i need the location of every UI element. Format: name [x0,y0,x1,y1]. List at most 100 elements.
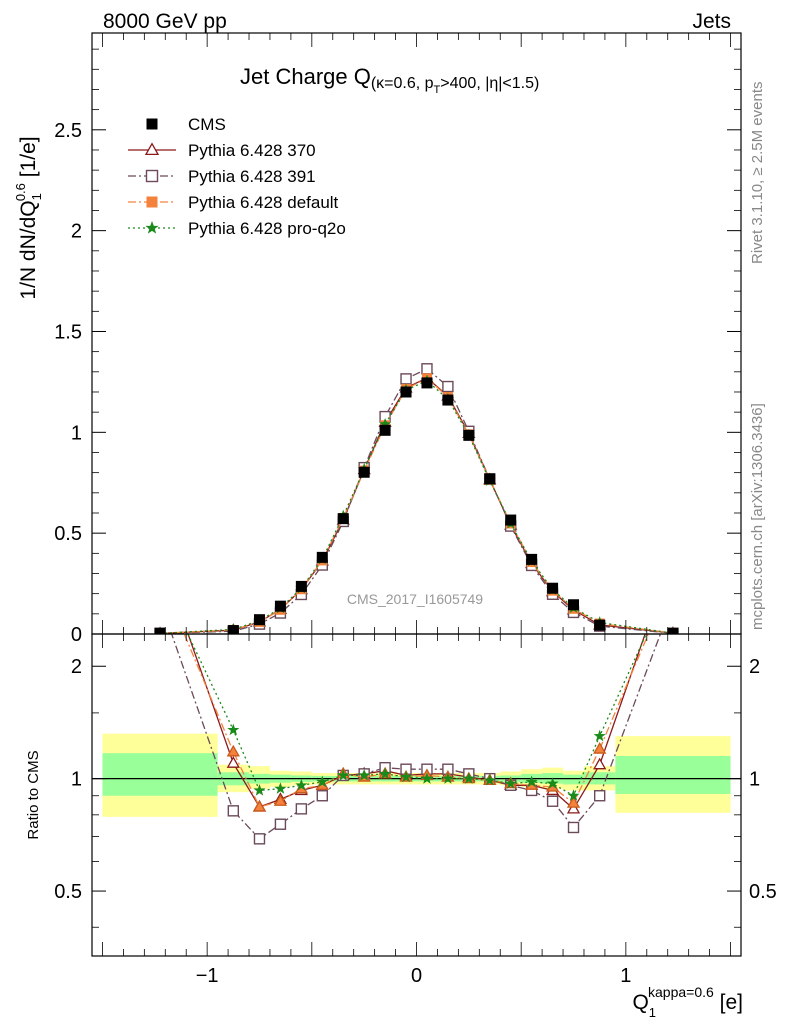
ratio-series-pythia-6-428-pro-q2o [187,634,648,801]
data-point [420,772,434,784]
data-point [253,833,266,845]
data-point [593,757,607,770]
data-point [253,614,265,626]
data-point [316,775,329,788]
data-point [593,729,606,742]
data-point [295,803,308,815]
data-point [505,514,517,526]
ratio-y-tick-label: 2 [71,656,82,678]
data-point [442,380,454,393]
data-point [567,821,580,834]
data-point [337,513,349,525]
data-point [295,580,307,592]
main-y-tick-label: 1.5 [54,321,82,343]
data-point [273,794,288,806]
data-point [484,473,496,485]
data-point [593,790,606,802]
data-point [358,466,370,478]
legend-item: CMS [146,115,226,134]
legend-marker [145,221,159,234]
data-point [316,790,328,802]
main-y-tick-label: 2 [71,221,82,243]
legend-marker [145,169,159,183]
legend-marker [144,142,160,156]
data-point [546,777,559,789]
data-point [421,377,433,389]
main-y-tick-label: 0.5 [54,523,82,545]
main-y-tick-label: 0 [71,624,82,646]
data-point [253,783,266,796]
main-y-tick-label: 2.5 [54,120,82,142]
data-point [227,625,239,634]
data-point [566,801,581,814]
data-point [274,782,287,794]
data-point [421,363,433,375]
main-panel: 0 0.5 1 1.5 2 2.5 Jet Charge Q(κ=0.6, pT>400,… [13,32,742,646]
main-title: Jet Charge Q(κ=0.6, pT>400, |η|<1.5) [240,64,539,96]
ratio-y-tick-label-right: 1 [749,769,760,791]
data-point [316,551,328,563]
data-point [442,394,454,406]
data-point [504,777,517,789]
data-point [274,818,287,830]
ratio-y-tick-label-right: 2 [749,656,760,678]
ratio-y-tick-label-right: 0.5 [749,881,777,903]
data-point [226,756,240,768]
data-point [667,627,679,634]
legend-item: Pythia 6.428 370 [128,141,316,160]
data-point [400,373,412,385]
legend-label: Pythia 6.428 pro-q2o [188,219,346,238]
data-point [399,770,413,783]
data-point [227,805,240,817]
legend-label: Pythia 6.428 default [188,193,339,212]
main-y-axis-label: 1/N dN/dQ10.6 [1/e] [13,136,44,299]
ratio-band-inner [563,774,584,785]
data-point [295,778,308,791]
ratio-y-tick-label: 0.5 [54,881,82,903]
data-point [525,775,538,788]
data-point [568,599,580,611]
data-point [594,619,606,631]
legend-item: Pythia 6.428 default [128,193,339,212]
data-point [567,789,580,801]
main-series-cms [154,377,679,634]
data-point [483,773,496,786]
ratio-band-inner [615,755,731,794]
data-point [441,772,454,784]
x-tick-label: −1 [196,965,219,987]
data-point [463,429,475,441]
legend-item: Pythia 6.428 pro-q2o [128,219,346,238]
legend-label: Pythia 6.428 370 [188,141,316,160]
data-point [462,772,475,784]
data-point [154,627,166,634]
data-point [566,796,581,808]
data-point [227,723,240,736]
data-point [547,582,559,594]
data-point [400,386,412,398]
data-point [379,767,392,780]
rivet-label: Rivet 3.1.10, ≥ 2.5M events [749,82,766,265]
data-point [337,768,350,781]
x-tick-label: 0 [411,965,422,987]
legend: CMS Pythia 6.428 370 Pythia 6.428 391 Pythi… [128,115,346,238]
data-point [379,424,391,436]
data-point [546,795,559,807]
ratio-y-tick-label: 1 [71,769,82,791]
data-point [252,799,267,812]
legend-label: CMS [188,115,226,134]
ratio-band-inner [102,753,218,796]
data-point [274,600,286,612]
legend-item: Pythia 6.428 391 [128,167,316,186]
collision-label: 8000 GeV pp [103,10,227,33]
legend-marker [146,118,158,130]
data-point [226,744,240,757]
mcplots-label: mcplots.cern.ch [arXiv:1306.3436] [749,403,766,630]
main-y-tick-label: 1 [71,422,82,444]
analysis-watermark: CMS_2017_I1605749 [347,591,483,607]
ratio-y-axis-label: Ratio to CMS [25,750,42,839]
process-label: Jets [692,10,731,33]
x-tick-label: 1 [620,965,631,987]
x-axis-label: Q1kappa=0.6 [e] [632,984,743,1020]
legend-label: Pythia 6.428 391 [188,167,316,186]
